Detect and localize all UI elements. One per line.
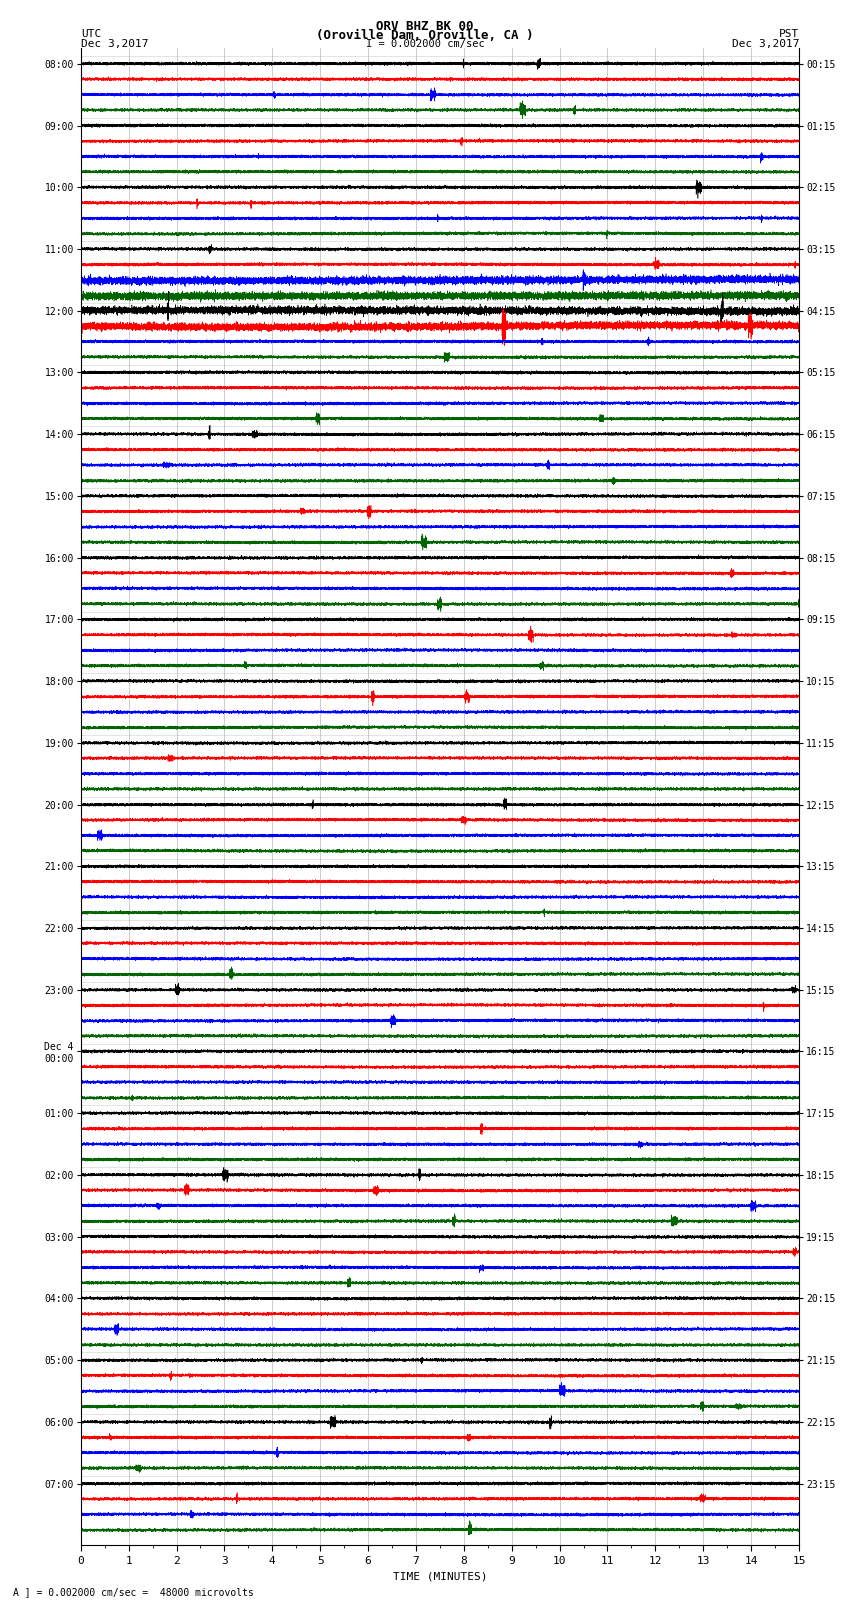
Text: UTC: UTC [81,29,101,39]
Text: Dec 3,2017: Dec 3,2017 [732,39,799,48]
Text: I = 0.002000 cm/sec: I = 0.002000 cm/sec [366,39,484,48]
Text: A ] = 0.002000 cm/sec =  48000 microvolts: A ] = 0.002000 cm/sec = 48000 microvolts [13,1587,253,1597]
Text: PST: PST [779,29,799,39]
Text: ORV BHZ BK 00: ORV BHZ BK 00 [377,19,473,34]
Text: (Oroville Dam, Oroville, CA ): (Oroville Dam, Oroville, CA ) [316,29,534,42]
X-axis label: TIME (MINUTES): TIME (MINUTES) [393,1571,487,1581]
Text: Dec 3,2017: Dec 3,2017 [81,39,148,48]
